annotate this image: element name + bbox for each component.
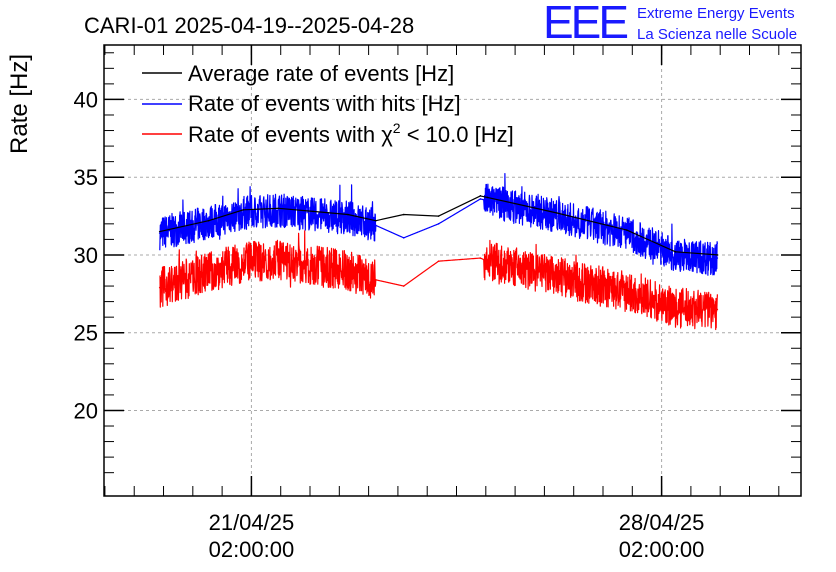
series-point-1	[437, 223, 440, 225]
series-point-1	[347, 216, 349, 219]
series-point-1	[375, 224, 377, 227]
series-layer	[158, 173, 719, 331]
series-point-0	[277, 207, 280, 210]
series-point-1	[158, 232, 161, 234]
series-point-1	[486, 199, 489, 202]
legend: Average rate of events [Hz] Rate of even…	[142, 61, 514, 147]
series-point-2	[625, 291, 628, 294]
legend-label-chi2-symbol: χ	[381, 122, 393, 147]
chart-title: CARI-01 2025-04-19--2025-04-28	[84, 13, 414, 38]
legend-label-hits: Rate of events with hits [Hz]	[188, 91, 461, 116]
eee-logo: EEE Extreme Energy Events La Scienza nel…	[543, 0, 797, 48]
legend-label-chi2-prefix: Rate of events with	[188, 122, 381, 147]
series-point-2	[347, 269, 349, 272]
series-point-0	[207, 219, 210, 222]
series-point-0	[312, 210, 314, 213]
y-tick-label: 40	[74, 87, 98, 112]
x-tick-label-date: 21/04/25	[209, 510, 295, 535]
series-point-0	[375, 219, 377, 222]
series-point-1	[674, 254, 677, 256]
series-point-2	[556, 275, 558, 278]
series-point-0	[625, 229, 628, 231]
series-point-0	[158, 230, 161, 233]
y-tick-label: 35	[74, 165, 98, 190]
series-point-2	[375, 279, 377, 281]
series-point-2	[674, 307, 677, 309]
series-point-1	[716, 257, 719, 259]
series-point-1	[207, 221, 210, 224]
series-point-0	[347, 213, 349, 216]
series-point-1	[556, 215, 558, 217]
y-tick-label: 20	[74, 398, 98, 423]
series-point-2	[486, 260, 489, 262]
series-point-1	[402, 237, 405, 239]
series-point-2	[479, 257, 482, 259]
y-axis-label: Rate [Hz]	[6, 54, 33, 154]
series-point-0	[242, 209, 245, 211]
series-point-2	[207, 271, 210, 273]
series-point-0	[674, 251, 677, 253]
legend-label-average: Average rate of events [Hz]	[188, 61, 454, 86]
eee-logo-line2: La Scienza nelle Scuole	[637, 26, 797, 43]
series-point-1	[312, 213, 314, 216]
series-point-2	[437, 260, 440, 262]
eee-logo-mark: EEE	[543, 0, 627, 48]
series-point-0	[486, 196, 489, 199]
series-point-2	[402, 285, 405, 287]
y-tick-label: 25	[74, 321, 98, 346]
eee-logo-line1: Extreme Energy Events	[637, 5, 795, 22]
series-point-2	[242, 261, 245, 264]
series-point-0	[437, 215, 440, 217]
legend-label-chi2-suffix: < 10.0 [Hz]	[401, 122, 514, 147]
x-tick-label-date: 28/04/25	[619, 510, 705, 535]
grid	[104, 45, 801, 496]
series-point-0	[556, 212, 558, 214]
series-point-2	[277, 258, 280, 261]
x-tick-label-time: 02:00:00	[209, 537, 295, 562]
x-tick-label-time: 02:00:00	[619, 537, 705, 562]
series-point-2	[158, 286, 161, 289]
legend-label-chi2: Rate of events with χ2 < 10.0 [Hz]	[188, 120, 514, 147]
tick-labels: 202530354021/04/2502:00:0028/04/2502:00:…	[74, 87, 705, 562]
legend-label-chi2-sup: 2	[393, 120, 401, 136]
series-point-1	[277, 209, 280, 211]
series-point-2	[716, 308, 719, 311]
y-tick-label: 30	[74, 243, 98, 268]
series-point-0	[479, 195, 482, 197]
series-point-2	[312, 265, 314, 267]
series-point-0	[716, 254, 719, 256]
series-point-1	[625, 232, 628, 234]
series-point-0	[402, 213, 405, 216]
series-point-1	[242, 212, 245, 214]
axis-ticks	[104, 45, 801, 496]
series-point-1	[479, 198, 482, 200]
